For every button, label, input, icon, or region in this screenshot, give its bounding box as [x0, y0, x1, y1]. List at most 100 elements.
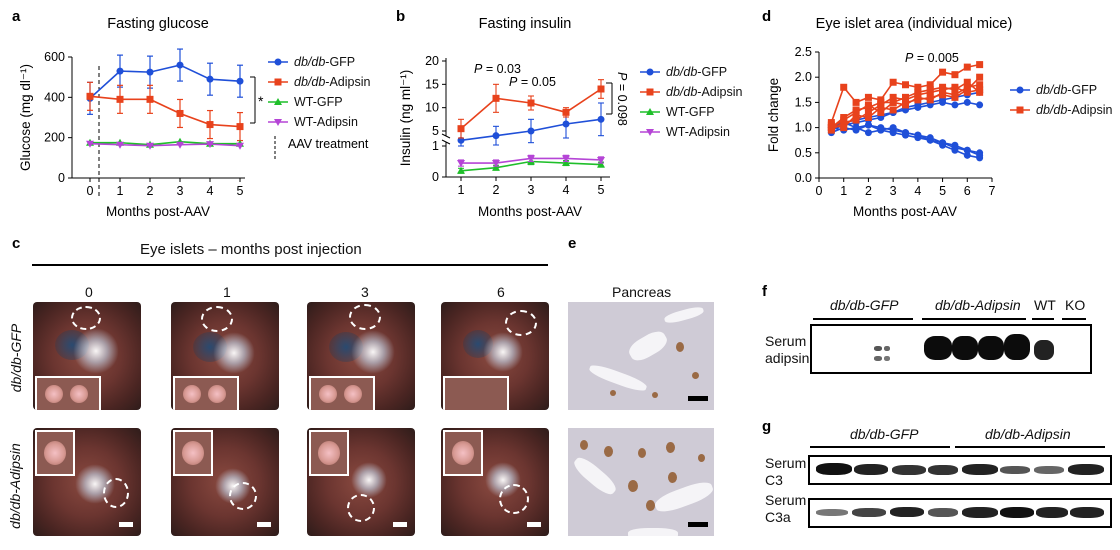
chart-d-point-0-4-3 [864, 121, 872, 129]
chart-d-point-1-0-6 [902, 81, 909, 89]
panel-d-chart: Eye islet area (individual mice) 0.0 0.5 1.… [766, 16, 1112, 219]
chart-a-series-line-0 [89, 64, 241, 99]
legend-marker-a1 [274, 78, 282, 86]
chart-d-ytick-label-0: 0.0 [795, 171, 812, 185]
chart-d-ytick-label-1: 0.5 [795, 146, 812, 160]
chart-b-point-2-3 [562, 159, 570, 167]
panel-f-row-label: Serum adipsin [765, 333, 810, 366]
panel-f-group-gfp: db/db-GFP [830, 297, 899, 313]
chart-d-point-1-4-9 [939, 88, 947, 96]
chart-d-point-1-0-3 [864, 93, 872, 101]
panel-b-letter: b [396, 8, 406, 25]
chart-b-ytick-label-3: 10 [425, 101, 439, 115]
eye-image-adipsin-0 [33, 428, 141, 536]
pancreas-image-adipsin [568, 428, 714, 536]
chart-b-xlabel: Months post-AAV [478, 204, 582, 219]
panel-g-blot-c3a [808, 498, 1112, 528]
chart-a-point-1-0 [86, 92, 94, 100]
eye-image-gfp-3 [307, 302, 415, 410]
legend-marker-d0 [1016, 86, 1024, 94]
chart-d-point-1-4-6 [902, 101, 909, 109]
panel-g-row-label-c3a: Serum C3a [765, 492, 807, 525]
chart-b-point-3-0 [457, 160, 465, 168]
panel-g-group-adipsin: db/db-Adipsin [985, 426, 1071, 442]
panel-e-title: Pancreas [612, 284, 672, 300]
chart-a-series-line-1 [89, 95, 241, 128]
chart-a-point-3-1 [116, 141, 124, 149]
chart-d-point-1-0-5 [889, 78, 897, 86]
legend-marker-a2 [274, 98, 282, 105]
chart-a-point-0-5 [236, 77, 244, 85]
chart-d-point-0-4-6 [902, 129, 909, 137]
chart-d-point-0-4-8 [926, 136, 934, 144]
chart-d-xtick-label-1: 1 [840, 184, 847, 198]
legend-marker-a0 [274, 58, 282, 66]
chart-d-point-0-4-9 [939, 139, 947, 147]
legend-marker-b2 [646, 108, 654, 115]
chart-b-point-1-3 [562, 108, 570, 116]
chart-a-xlabel: Months post-AAV [106, 204, 210, 219]
chart-b-ytick-label-0: 0 [432, 170, 439, 184]
chart-a-point-3-4 [206, 141, 214, 149]
chart-b-ytick-label-5: 20 [425, 54, 439, 68]
chart-d-xtick-label-3: 3 [890, 184, 897, 198]
chart-d-point-0-3-5 [889, 129, 897, 137]
chart-b-point-0-1 [492, 132, 500, 140]
chart-b-xtick-label-2: 3 [528, 183, 535, 197]
chart-b-point-0-3 [562, 120, 570, 128]
chart-b-point-1-2 [527, 99, 535, 107]
chart-b-point-2-0 [457, 166, 465, 174]
chart-d-xtick-label-0: 0 [816, 184, 823, 198]
eye-col-label-3: 3 [361, 284, 369, 300]
chart-b-ytick-label-1: 1 [432, 139, 439, 153]
chart-a-point-1-5 [236, 123, 244, 131]
chart-a-title: Fasting glucose [107, 16, 209, 32]
chart-d-point-0-0-11 [963, 98, 971, 106]
chart-d-point-1-0-2 [852, 98, 860, 106]
chart-b-axis-break [441, 133, 451, 139]
panel-g-group-gfp: db/db-GFP [850, 426, 919, 442]
chart-d-point-1-2-8 [926, 88, 934, 96]
eye-image-adipsin-3 [307, 428, 415, 536]
chart-a-point-3-0 [86, 140, 94, 148]
chart-b-point-3-4 [597, 156, 605, 164]
chart-d-point-1-2-2 [852, 116, 860, 124]
chart-a-ylabel: Glucose (mg dl⁻¹) [18, 64, 33, 171]
chart-d-pvalue: P = 0.005 [905, 51, 959, 65]
panel-g-group-rule-gfp [810, 446, 950, 448]
chart-b-point-0-4 [597, 115, 605, 123]
chart-d-point-1-4-11 [963, 83, 971, 91]
chart-a-ytick-label-1: 200 [44, 131, 65, 145]
panel-g-blot-c3 [808, 455, 1112, 485]
chart-d-title: Eye islet area (individual mice) [816, 16, 1013, 32]
panel-f-group-rule-ko [1062, 318, 1086, 320]
chart-d-point-1-4-1 [840, 116, 848, 124]
chart-a-xtick-label-2: 2 [147, 184, 154, 198]
chart-a-point-3-2 [146, 142, 154, 150]
chart-d-point-0-4-11 [963, 146, 971, 154]
chart-b-point-2-1 [492, 163, 500, 171]
chart-a-ytick-label-0: 0 [58, 171, 65, 185]
chart-d-point-0-4-12 [976, 151, 984, 159]
panel-g-row-label-c3: Serum C3 [765, 455, 807, 488]
legend-label-a2: WT-GFP [294, 95, 343, 109]
chart-a-point-3-5 [236, 142, 244, 150]
chart-d-ytick-label-4: 2.0 [795, 70, 812, 84]
chart-d-xlabel: Months post-AAV [853, 204, 957, 219]
chart-d-point-0-4-4 [877, 126, 885, 134]
chart-d-point-1-3-3 [864, 114, 872, 122]
legend-label-a1: db/db-Adipsin [294, 75, 370, 89]
chart-d-ytick-label-2: 1.0 [795, 121, 812, 135]
eye-image-gfp-0 [33, 302, 141, 410]
chart-d-point-0-0-10 [951, 101, 959, 109]
chart-d-point-1-4-8 [926, 96, 934, 104]
chart-b-ytick-label-4: 15 [425, 77, 439, 91]
pancreas-image-gfp [568, 302, 714, 410]
chart-a-point-1-1 [116, 95, 124, 103]
chart-b-pvalue-1: P = 0.03 [474, 62, 521, 76]
eye-row-label-adipsin: db/db-Adipsin [6, 443, 23, 529]
chart-d-point-0-0-12 [976, 101, 984, 109]
chart-a-sig-star: * [258, 93, 264, 109]
